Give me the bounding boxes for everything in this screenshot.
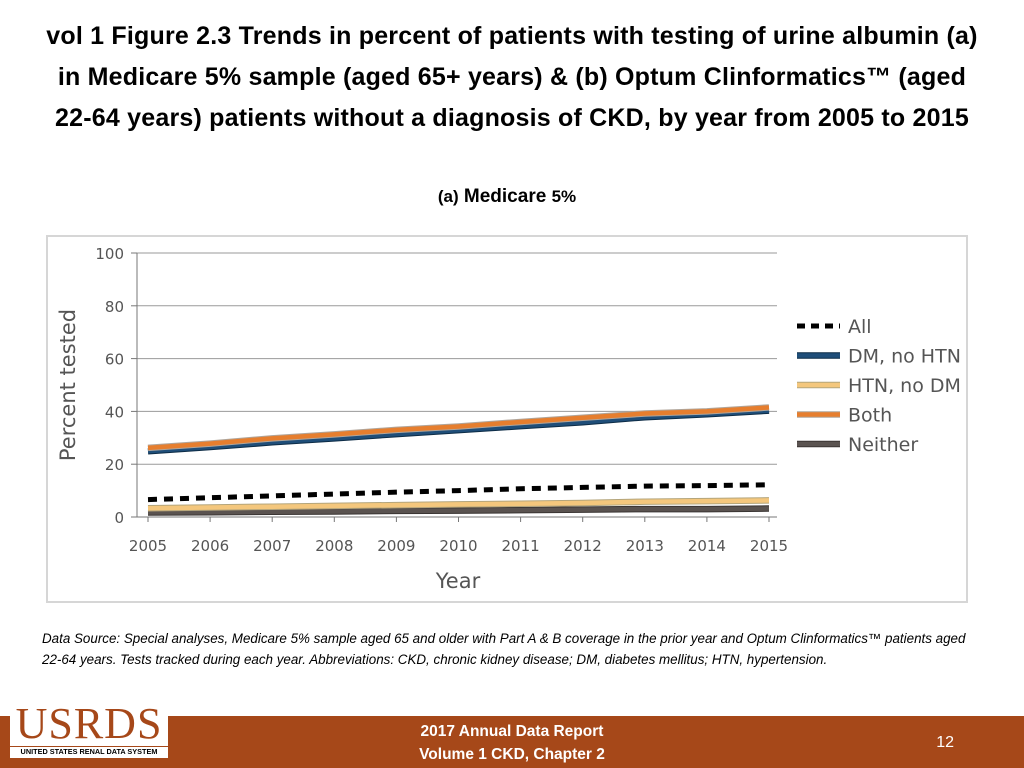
x-tick-label: 2010 xyxy=(439,537,477,555)
logo-subtitle: UNITED STATES RENAL DATA SYSTEM xyxy=(10,746,168,756)
legend-label-dm-no-htn: DM, no HTN xyxy=(848,346,961,368)
y-tick-label: 100 xyxy=(95,245,124,263)
x-tick-label: 2008 xyxy=(315,537,353,555)
y-tick-label: 80 xyxy=(105,298,124,316)
series-line-htn-no-dm xyxy=(147,498,770,511)
panel-prefix: (a) xyxy=(437,187,459,206)
y-axis-label: Percent tested xyxy=(56,309,80,461)
x-tick-label: 2007 xyxy=(253,537,291,555)
legend-label-all: All xyxy=(848,316,872,338)
line-chart: 0 20 40 60 80 100 2005 2006 2007 2008 2009 2010 2011… xyxy=(56,245,961,593)
title-line-1: vol 1 Figure 2.3 Trends in percent of pa… xyxy=(46,22,978,50)
y-tick-label: 20 xyxy=(105,456,124,474)
logo-wordmark: USRDS xyxy=(15,699,163,748)
slide-title: vol 1 Figure 2.3 Trends in percent of pa… xyxy=(0,16,1024,139)
y-tick-label: 60 xyxy=(105,351,124,369)
x-axis-label: Year xyxy=(435,569,481,593)
footer-text: 2017 Annual Data Report Volume 1 CKD, Ch… xyxy=(0,720,1024,766)
x-tick-label: 2014 xyxy=(688,537,726,555)
legend-label-both: Both xyxy=(848,405,892,427)
y-tick-label: 40 xyxy=(105,403,124,421)
source-note: Data Source: Special analyses, Medicare … xyxy=(42,631,966,667)
panel-suffix: 5% xyxy=(551,187,577,206)
x-tick-label: 2013 xyxy=(626,537,664,555)
x-tick-label: 2009 xyxy=(377,537,415,555)
legend-label-htn-no-dm: HTN, no DM xyxy=(848,375,961,397)
x-tick-label: 2012 xyxy=(564,537,602,555)
x-tick-label: 2006 xyxy=(191,537,229,555)
chart-frame xyxy=(46,235,968,603)
footer-line-1: 2017 Annual Data Report xyxy=(420,723,604,740)
legend: All DM, no HTN HTN, no DM Both Neither xyxy=(797,316,961,456)
series-line-all xyxy=(147,482,770,503)
x-tick-label: 2005 xyxy=(129,537,167,555)
panel-name: Medicare xyxy=(463,186,547,207)
series-line-neither xyxy=(147,506,770,515)
x-tick-label: 2011 xyxy=(502,537,540,555)
axis-layer: 0 20 40 60 80 100 2005 2006 2007 2008 2009 2010 2011… xyxy=(95,245,788,555)
x-tick-label: 2015 xyxy=(750,537,788,555)
panel-title: (a) Medicare 5% xyxy=(0,186,1014,208)
page-number: 12 xyxy=(936,734,954,751)
legend-label-neither: Neither xyxy=(848,434,918,456)
footer-bar xyxy=(0,716,1024,768)
title-line-2: in Medicare 5% sample (aged 65+ years) &… xyxy=(57,63,967,91)
series-layer xyxy=(147,404,770,516)
series-line-both xyxy=(147,405,770,451)
y-tick-label: 0 xyxy=(114,509,124,527)
title-line-3: 22-64 years) patients without a diagnosi… xyxy=(55,104,969,132)
series-line-dm-no-htn xyxy=(147,408,770,454)
usrds-logo: USRDS UNITED STATES RENAL DATA SYSTEM xyxy=(10,702,168,758)
footer-line-2: Volume 1 CKD, Chapter 2 xyxy=(419,746,605,763)
